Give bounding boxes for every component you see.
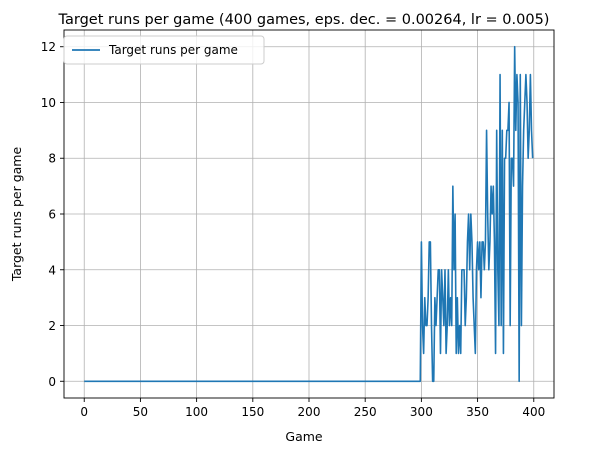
x-tick-label: 250 — [354, 405, 377, 419]
y-tick-label: 12 — [41, 40, 56, 54]
x-tick-label: 0 — [80, 405, 88, 419]
tick-layer: 0 50 100 150 200 250 300 350 400 0 2 4 6 8 10 12 — [41, 40, 546, 419]
chart-title: Target runs per game (400 games, eps. de… — [58, 12, 550, 28]
x-tick-label: 100 — [185, 405, 208, 419]
legend: Target runs per game — [63, 35, 265, 65]
grid — [64, 30, 554, 398]
series-line — [84, 45, 534, 383]
x-tick-label: 400 — [522, 405, 545, 419]
legend-frame — [63, 35, 265, 65]
x-tick-label: 350 — [466, 405, 489, 419]
y-tick-label: 10 — [41, 96, 56, 110]
x-tick-label: 50 — [133, 405, 148, 419]
x-tick-label: 150 — [241, 405, 264, 419]
y-tick-label: 0 — [48, 375, 56, 389]
y-tick-label: 8 — [48, 152, 56, 166]
x-tick-label: 300 — [410, 405, 433, 419]
legend-label: Target runs per game — [108, 43, 238, 57]
y-tick-label: 4 — [48, 263, 56, 277]
y-tick-label: 6 — [48, 208, 56, 222]
x-axis-label: Game — [285, 429, 323, 444]
x-tick-label: 200 — [298, 405, 321, 419]
series-layer — [84, 45, 534, 383]
y-axis-label: Target runs per game — [9, 147, 24, 283]
y-tick-label: 2 — [48, 319, 56, 333]
